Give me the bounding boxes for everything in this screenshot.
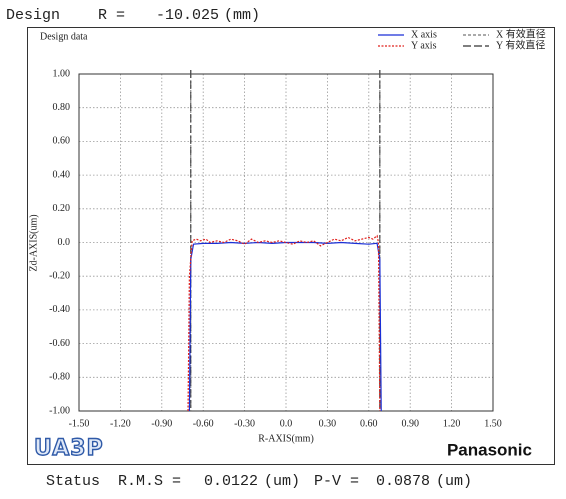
y-axis-label: Zd-AXIS(um) (28, 214, 39, 271)
chart-title: Design data (40, 31, 88, 42)
y-tick-label: 0.0 (58, 237, 71, 248)
x-axis-label: R-AXIS(mm) (258, 433, 314, 444)
x-tick-label: -0.60 (193, 418, 214, 429)
legend-label: Y axis (411, 40, 437, 51)
pv-value: 0.0878 (376, 473, 430, 490)
x-tick-label: 0.60 (360, 418, 378, 429)
pv-label: P-V = (314, 473, 359, 490)
header-unit: (mm) (224, 7, 260, 24)
header-label: Design (6, 7, 60, 24)
header-value: -10.025 (156, 7, 219, 24)
series-line (188, 241, 382, 412)
x-tick-label: -1.50 (69, 418, 90, 429)
y-tick-label: 1.00 (53, 68, 71, 79)
pv-unit: (um) (436, 473, 472, 490)
x-tick-label: 1.50 (484, 418, 502, 429)
legend-label: Y 有效直径 (496, 38, 545, 51)
y-tick-label: -0.60 (49, 338, 70, 349)
x-tick-label: -1.20 (110, 418, 131, 429)
x-tick-label: 1.20 (443, 418, 461, 429)
x-tick-label: 0.0 (280, 418, 293, 429)
legend-label: X axis (411, 29, 437, 40)
x-tick-label: 0.30 (319, 418, 337, 429)
y-tick-label: -0.80 (49, 372, 70, 383)
y-tick-label: -1.00 (49, 405, 70, 416)
y-tick-label: -0.40 (49, 304, 70, 315)
series-line (187, 234, 381, 412)
y-tick-label: -0.20 (49, 270, 70, 281)
logo-ua3p: UA3P (34, 436, 104, 461)
rms-unit: (um) (264, 473, 300, 490)
x-tick-label: 0.90 (401, 418, 419, 429)
x-tick-label: -0.30 (234, 418, 255, 429)
y-tick-label: 0.20 (53, 203, 71, 214)
y-tick-label: 0.80 (53, 102, 71, 113)
y-tick-label: 0.40 (53, 169, 71, 180)
legend-label: X 有效直径 (496, 27, 546, 40)
status-label: Status (46, 473, 100, 490)
logo-panasonic: Panasonic (447, 440, 532, 459)
y-tick-label: 0.60 (53, 136, 71, 147)
header-param: R = (98, 7, 125, 24)
x-tick-label: -0.90 (151, 418, 172, 429)
rms-value: 0.0122 (204, 473, 258, 490)
chart-frame (27, 27, 555, 465)
plot-frame (78, 73, 494, 412)
rms-label: R.M.S = (118, 473, 181, 490)
